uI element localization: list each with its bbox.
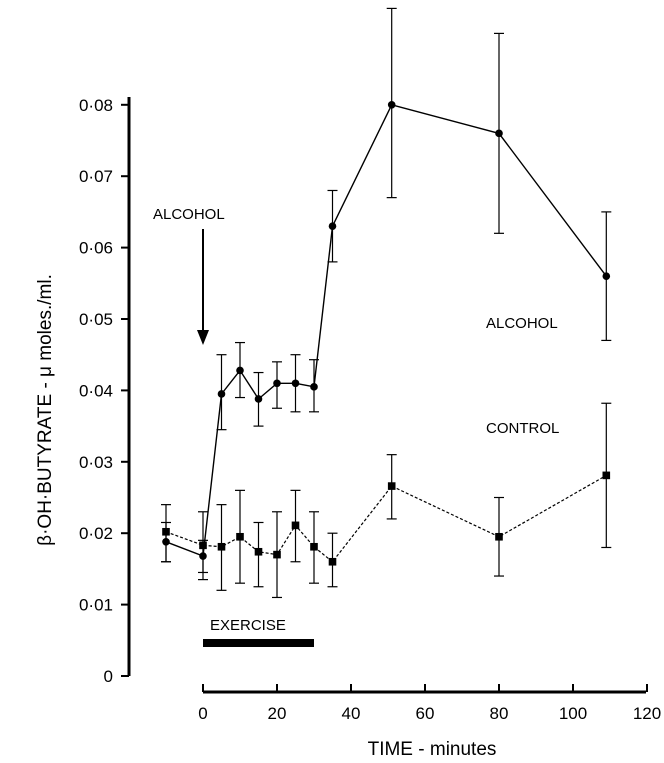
annotation-layer: ALCOHOL EXERCISE ALCOHOL CONTROL bbox=[153, 206, 559, 647]
tick-layer: 0 0·01 0·02 0·03 0·04 0·05 0·06 0·07 0·08 0 20 40 60… bbox=[79, 96, 661, 723]
x-tick-label: 20 bbox=[268, 704, 287, 723]
y-tick-label: 0·02 bbox=[79, 524, 113, 543]
exercise-period-bar bbox=[203, 639, 314, 647]
alcohol-start-arrow-head bbox=[197, 330, 209, 345]
y-tick-label: 0 bbox=[104, 667, 113, 686]
y-axis-title: β·OH·BUTYRATE - μ moles./ml. bbox=[35, 274, 56, 546]
data-point-circle bbox=[291, 379, 300, 388]
control-series-label: CONTROL bbox=[486, 420, 559, 437]
exercise-period-label: EXERCISE bbox=[210, 617, 286, 634]
data-point-circle bbox=[236, 366, 244, 375]
data-point-square bbox=[310, 542, 318, 551]
series-control bbox=[161, 402, 612, 599]
series-line-alcohol bbox=[165, 103, 607, 557]
x-tick-label: 80 bbox=[490, 704, 509, 723]
y-tick-label: 0·06 bbox=[79, 239, 113, 258]
y-tick-label: 0·08 bbox=[79, 96, 113, 115]
x-tick-label: 40 bbox=[342, 704, 361, 723]
data-point-circle bbox=[217, 390, 226, 398]
data-point-circle bbox=[602, 272, 611, 280]
x-tick-label: 60 bbox=[416, 704, 435, 723]
y-tick-label: 0·04 bbox=[79, 381, 113, 400]
y-tick-label: 0·03 bbox=[79, 453, 113, 472]
alcohol-start-annotation-label: ALCOHOL bbox=[153, 206, 225, 223]
data-point-square bbox=[273, 550, 281, 559]
x-tick-label: 120 bbox=[633, 704, 661, 723]
data-point-square bbox=[328, 557, 337, 566]
data-point-square bbox=[291, 521, 300, 530]
data-point-circle bbox=[328, 222, 337, 230]
series-layer bbox=[161, 7, 612, 599]
data-point-circle bbox=[387, 101, 396, 109]
y-tick-label: 0·07 bbox=[79, 167, 113, 186]
data-point-square bbox=[387, 482, 396, 490]
data-point-square bbox=[254, 547, 263, 556]
axes-layer bbox=[127, 97, 646, 694]
data-point-square bbox=[236, 532, 244, 541]
x-axis-title: TIME - minutes bbox=[368, 739, 497, 760]
alcohol-series-label: ALCOHOL bbox=[486, 315, 558, 332]
data-point-square bbox=[495, 532, 503, 541]
data-point-square bbox=[199, 541, 207, 550]
data-point-square bbox=[217, 542, 226, 551]
series-alcohol bbox=[161, 7, 612, 574]
data-point-square bbox=[602, 471, 611, 480]
data-point-square bbox=[162, 527, 170, 536]
data-point-circle bbox=[273, 379, 281, 388]
y-tick-label: 0·01 bbox=[79, 596, 113, 615]
data-point-circle bbox=[495, 129, 503, 138]
data-point-circle bbox=[310, 383, 318, 391]
x-tick-label: 0 bbox=[198, 704, 207, 723]
y-tick-label: 0·05 bbox=[79, 310, 113, 329]
x-tick-label: 100 bbox=[559, 704, 587, 723]
data-point-circle bbox=[254, 395, 263, 403]
series-line-control bbox=[165, 474, 607, 563]
